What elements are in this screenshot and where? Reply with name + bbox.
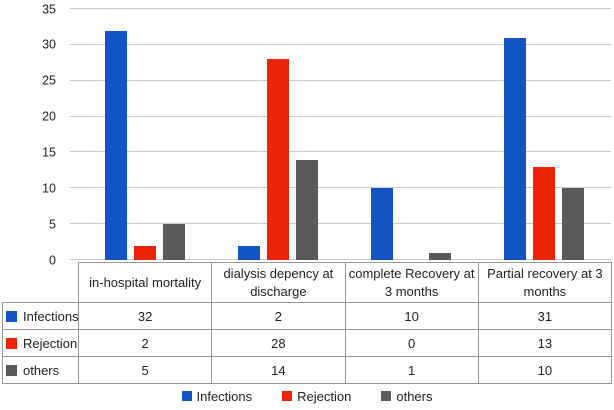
bar-infections xyxy=(104,30,127,260)
value-cell: 10 xyxy=(344,302,479,330)
value-cell: 28 xyxy=(211,329,346,357)
bar-rejection xyxy=(533,166,556,260)
table-row-infections: Infections 32 2 10 31 xyxy=(2,302,613,330)
value-cell: 2 xyxy=(211,302,346,330)
series-label-cell: Infections xyxy=(2,302,79,330)
bar-groups xyxy=(78,9,611,260)
bar-group-4 xyxy=(478,9,611,260)
infections-legend-swatch xyxy=(181,391,192,401)
bar-group-3 xyxy=(345,9,478,260)
legend-label: Rejection xyxy=(297,388,352,404)
rejection-legend-swatch xyxy=(282,391,293,401)
bar-others xyxy=(562,188,585,260)
gridline xyxy=(70,79,611,81)
value-cell: 2 xyxy=(77,329,213,357)
y-axis-tick-label: 15 xyxy=(42,145,56,160)
infections-series-swatch xyxy=(6,310,17,322)
y-axis-tick-label: 10 xyxy=(42,181,56,196)
data-table: in-hospital mortality dialysis depency at… xyxy=(2,262,613,384)
value-cell: 14 xyxy=(211,356,346,384)
series-label: Infections xyxy=(23,308,79,324)
category-header-cell: dialysis depency at discharge xyxy=(211,262,346,303)
table-corner-cell xyxy=(3,263,79,303)
value-cell: 1 xyxy=(344,356,479,384)
bar-infections xyxy=(237,245,260,260)
bar-group-2 xyxy=(211,9,344,260)
others-legend-swatch xyxy=(381,391,392,401)
y-axis-tick-label: 0 xyxy=(49,252,56,267)
y-axis-tick-label: 25 xyxy=(42,73,56,88)
bar-group-1 xyxy=(78,9,211,260)
gridline xyxy=(70,115,611,117)
value-cell: 0 xyxy=(344,329,479,357)
value-cell: 5 xyxy=(77,356,213,384)
series-label-cell: Rejection xyxy=(2,329,79,357)
legend-item-infections: Infections xyxy=(181,388,253,404)
y-axis-tick-label: 20 xyxy=(42,109,56,124)
series-label: others xyxy=(23,362,60,378)
gridline xyxy=(70,259,611,260)
legend-label: others xyxy=(396,388,433,404)
bar-rejection xyxy=(133,245,156,260)
value-cell: 31 xyxy=(477,302,613,330)
series-label-cell: others xyxy=(2,356,79,384)
series-label: Rejection xyxy=(23,335,78,351)
bar-others xyxy=(162,224,185,260)
chart-area: 0 5 10 15 20 25 30 35 xyxy=(0,3,611,266)
gridline xyxy=(70,43,611,45)
category-header-cell: in-hospital mortality xyxy=(77,262,213,303)
table-header-row: in-hospital mortality dialysis depency at… xyxy=(3,262,613,303)
gridline xyxy=(70,187,611,189)
gridline xyxy=(70,8,611,9)
bar-infections xyxy=(504,37,527,260)
legend-item-others: others xyxy=(381,388,433,404)
chart-legend: Infections Rejection others xyxy=(0,385,614,407)
bar-others xyxy=(429,252,452,260)
bar-rejection xyxy=(266,59,289,260)
value-cell: 13 xyxy=(477,329,613,357)
plot-area xyxy=(70,8,611,260)
y-axis-tick-label: 5 xyxy=(49,216,56,231)
value-cell: 10 xyxy=(477,356,613,384)
category-header-cell: Partial recovery at 3 months xyxy=(477,262,613,303)
rejection-series-swatch xyxy=(6,337,17,349)
gridlines xyxy=(70,8,611,260)
legend-item-rejection: Rejection xyxy=(282,389,351,404)
others-series-swatch xyxy=(6,364,17,376)
gridline xyxy=(70,151,611,153)
y-axis: 0 5 10 15 20 25 30 35 xyxy=(0,3,78,266)
bar-others xyxy=(295,159,318,260)
y-axis-tick-label: 30 xyxy=(42,37,56,52)
gridline xyxy=(70,223,611,225)
y-axis-tick-label: 35 xyxy=(42,1,56,16)
bar-infections xyxy=(371,188,394,260)
category-header-cell: complete Recovery at 3 months xyxy=(344,262,479,303)
table-row-rejection: Rejection 2 28 0 13 xyxy=(2,329,613,357)
value-cell: 32 xyxy=(77,302,213,330)
legend-label: Infections xyxy=(196,388,253,404)
table-row-others: others 5 14 1 10 xyxy=(2,356,613,384)
